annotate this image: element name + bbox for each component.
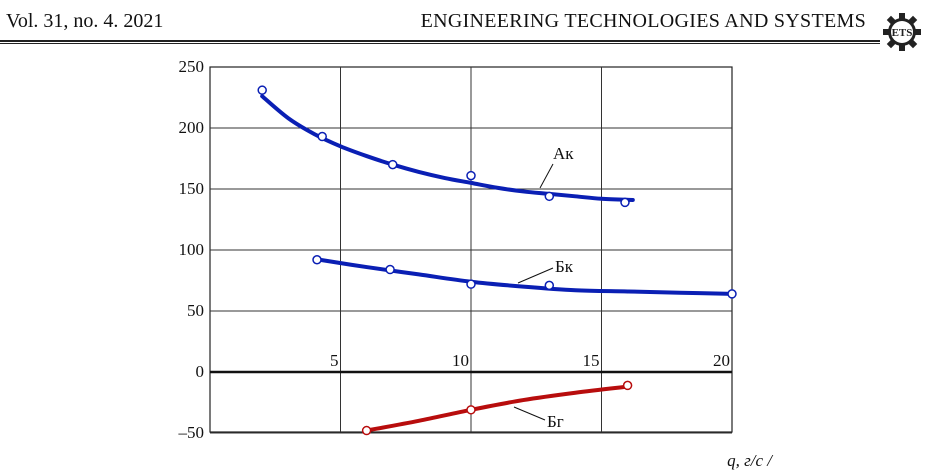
data-point: [312, 255, 322, 265]
data-point: [622, 380, 633, 391]
series-line: [260, 94, 635, 202]
svg-text:ETS: ETS: [892, 27, 913, 39]
data-point: [317, 131, 327, 142]
series-label: Бг: [547, 412, 564, 431]
data-point: [387, 159, 398, 170]
page-header: Vol. 31, no. 4. 2021 ENGINEERING TECHNOL…: [0, 0, 932, 51]
series-leader-line: [539, 163, 554, 189]
y-tick-label: 150: [179, 179, 205, 198]
y-tick-label: –50: [178, 423, 205, 442]
axes: 250 200 150 100 50 0 –50 5 10 15 20 q, г/с /: [178, 57, 775, 470]
series-leader-line: [513, 406, 546, 421]
series-label: Бк: [555, 257, 574, 276]
series-line: [317, 257, 734, 296]
header-rule-thin: [0, 43, 880, 44]
data-point: [544, 280, 555, 291]
data-point: [257, 85, 267, 95]
data-point: [361, 425, 372, 436]
grid: [209, 66, 733, 434]
series-label: Ак: [553, 144, 574, 163]
y-tick-label: 100: [179, 240, 205, 259]
x-tick-label: 10: [452, 351, 469, 370]
y-tick-label: 0: [196, 362, 205, 381]
x-tick-label: 20: [713, 351, 730, 370]
journal-volume: Vol. 31, no. 4. 2021: [6, 10, 164, 32]
x-tick-label: 5: [330, 351, 339, 370]
series: [257, 85, 737, 436]
header-rule: [0, 40, 880, 42]
y-tick-label: 250: [179, 57, 205, 76]
series-leader-line: [517, 267, 554, 284]
data-point: [544, 191, 555, 202]
labels: Ак Бк Бг: [513, 144, 574, 431]
y-tick-label: 200: [179, 118, 205, 137]
data-point: [466, 405, 476, 415]
data-point: [620, 197, 630, 208]
y-tick-label: 50: [187, 301, 204, 320]
data-point: [466, 279, 476, 289]
journal-title: ENGINEERING TECHNOLOGIES AND SYSTEMS: [420, 10, 866, 32]
x-axis-label: q, г/с /: [727, 451, 774, 470]
data-point: [727, 289, 737, 299]
x-tick-label: 15: [583, 351, 600, 370]
series-line: [364, 384, 630, 433]
ets-logo: ETS: [883, 13, 921, 51]
data-point: [385, 264, 395, 275]
data-point: [466, 170, 476, 181]
